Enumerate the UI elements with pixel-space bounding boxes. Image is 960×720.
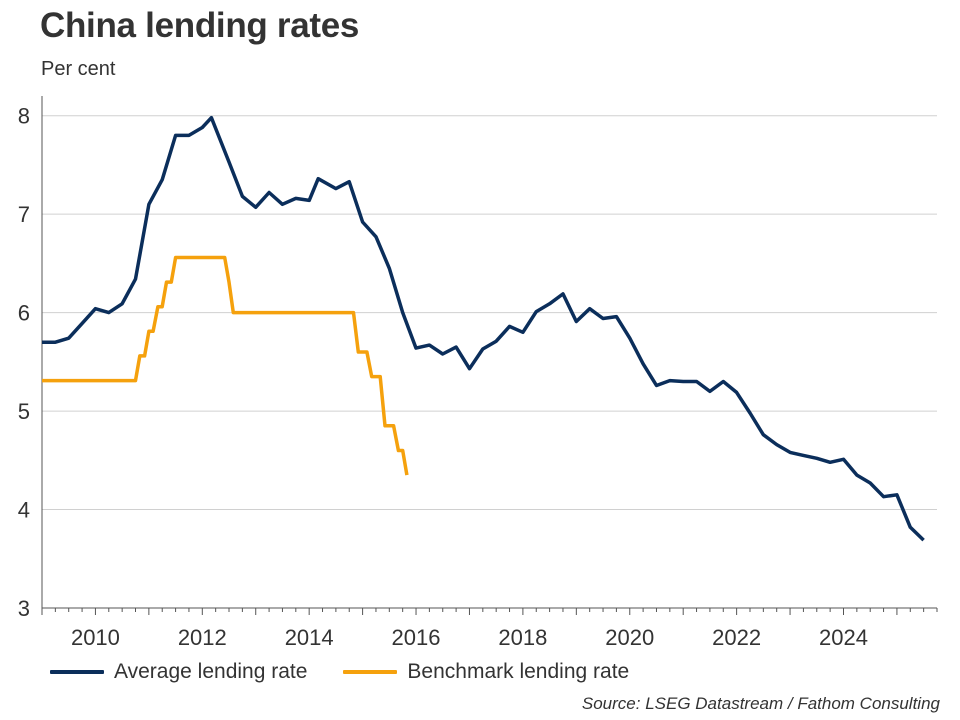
series-lines	[42, 115, 925, 542]
legend-swatch-benchmark	[343, 670, 398, 674]
series-line-benchmark	[42, 255, 409, 476]
y-tick-label: 8	[18, 104, 30, 129]
legend-item-average: Average lending rate	[50, 660, 307, 684]
legend-item-benchmark: Benchmark lending rate	[343, 660, 629, 684]
legend: Average lending rate Benchmark lending r…	[50, 660, 665, 684]
legend-label-average: Average lending rate	[114, 660, 308, 683]
y-tick-label: 5	[18, 399, 30, 424]
x-tick-label: 2018	[498, 625, 547, 650]
x-tick-label: 2022	[712, 625, 761, 650]
x-axis: 2010 2012 2014 2016 2018 2020 2022 2024	[41, 607, 938, 650]
y-axis: 3 4 5 6 7 8	[18, 96, 43, 621]
grid-lines	[42, 115, 937, 511]
series-line-average	[42, 115, 925, 542]
x-tick-label: 2024	[819, 625, 868, 650]
y-tick-label: 7	[18, 202, 30, 227]
x-tick-label: 2020	[605, 625, 654, 650]
source-note: Source: LSEG Datastream / Fathom Consult…	[581, 694, 940, 713]
legend-label-benchmark: Benchmark lending rate	[407, 660, 630, 683]
x-tick-label: 2010	[71, 625, 120, 650]
legend-swatch-average	[50, 670, 104, 674]
chart-subtitle: Per cent	[41, 58, 116, 80]
chart-title: China lending rates	[40, 6, 360, 45]
y-tick-label: 4	[18, 498, 30, 523]
y-tick-label: 6	[18, 301, 30, 326]
y-tick-label: 3	[18, 596, 30, 621]
x-tick-label: 2012	[178, 625, 227, 650]
x-tick-label: 2016	[392, 625, 441, 650]
x-tick-label: 2014	[285, 625, 334, 650]
